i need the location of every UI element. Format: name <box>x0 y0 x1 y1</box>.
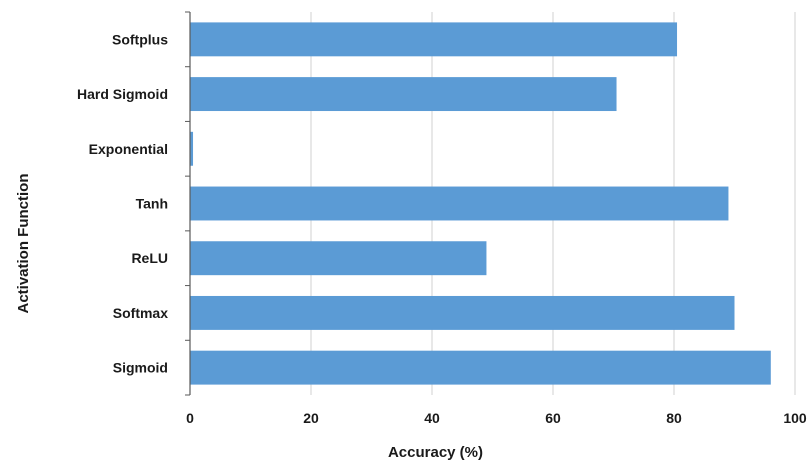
bar-sigmoid <box>190 350 771 385</box>
bar-softplus <box>190 22 678 57</box>
category-label: Sigmoid <box>113 360 168 376</box>
bar-tanh <box>190 186 729 221</box>
category-label: Tanh <box>136 196 168 212</box>
x-tick-label: 20 <box>303 410 319 426</box>
bar-hard-sigmoid <box>190 77 617 112</box>
bar-exponential <box>190 131 194 166</box>
y-axis-title: Activation Function <box>15 174 32 314</box>
category-label: Softmax <box>113 305 168 321</box>
category-label: Softplus <box>112 31 168 47</box>
y-axis-ticks: Softplus Hard Sigmoid Exponential Tanh ReLU S… <box>77 11 190 396</box>
x-tick-label: 40 <box>424 410 440 426</box>
category-label: ReLU <box>131 250 168 266</box>
x-tick-label: 0 <box>186 410 194 426</box>
x-tick-label: 80 <box>666 410 682 426</box>
x-axis-ticks: 0 20 40 60 80 100 <box>186 410 807 426</box>
bars <box>190 22 771 385</box>
category-label: Hard Sigmoid <box>77 86 168 102</box>
bar-softmax <box>190 295 735 330</box>
x-axis-title: Accuracy (%) <box>388 444 483 461</box>
bar-relu <box>190 241 487 276</box>
x-tick-label: 60 <box>545 410 561 426</box>
x-tick-label: 100 <box>783 410 807 426</box>
category-label: Exponential <box>89 141 168 157</box>
